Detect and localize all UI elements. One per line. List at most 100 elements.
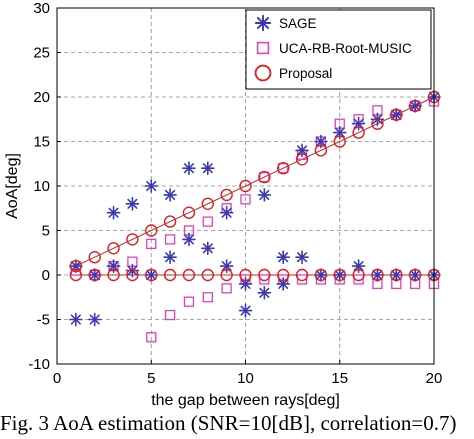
y-tick-label: 10 [33,178,50,195]
asterisk-point [182,161,196,175]
asterisk-point [144,179,159,193]
circle-point [258,268,271,282]
circle-point [88,251,101,264]
asterisk-stroke [202,163,213,174]
asterisk-stroke [315,136,326,147]
asterisk-point [295,250,309,265]
circle-point [145,224,158,237]
square-point [259,171,270,183]
x-tick-label: 0 [53,370,61,387]
circle-point [126,268,139,282]
asterisk-point [408,268,422,282]
legend-label-uca-rb-root-music: UCA-RB-Root-MUSIC [279,41,412,56]
asterisk-stroke [127,265,138,276]
legend: SAGE UCA-RB-Root-MUSIC Proposal [245,9,432,90]
asterisk-point [332,125,347,140]
asterisk-stroke [410,100,421,111]
asterisk-stroke [89,314,100,325]
asterisk-stroke [297,252,308,263]
legend-marker-symbol [256,41,270,55]
circle-point [295,153,309,166]
asterisk-stroke [146,269,157,281]
asterisk-point [219,205,234,220]
asterisk-point [314,134,328,149]
asterisk-stroke [259,287,270,298]
circle-point [390,108,403,122]
asterisk-stroke [89,269,100,281]
circle-point [145,268,158,282]
legend-label-sage: SAGE [279,16,317,31]
asterisk-point [144,268,159,282]
legend-box [245,9,432,90]
asterisk-stroke [221,261,232,272]
circle-point [314,144,328,157]
asterisk-point [408,99,422,113]
asterisk-point [389,268,404,282]
x-tick-label: 20 [426,370,443,387]
asterisk-stroke [278,278,289,289]
asterisk-stroke [391,269,402,281]
asterisk-point [389,108,404,122]
y-tick-label: 25 [33,45,50,62]
asterisk-stroke [221,207,232,218]
circle-point [277,161,290,175]
y-tick-label: -5 [37,312,50,329]
asterisk-point [238,277,253,291]
asterisk-stroke [334,269,345,281]
square-point [164,234,176,245]
circle-point [333,268,346,282]
asterisk-point [163,188,177,202]
circle-point [182,206,196,219]
circle-point [352,268,365,282]
x-tick-label: 10 [237,370,254,387]
circle-point [69,259,83,273]
x-axis-label: the gap between rays[deg] [151,392,340,409]
data-marks [69,90,441,343]
circle-point [352,126,365,139]
circle-point [88,268,101,282]
asterisk-point [295,143,309,158]
legend-marker-square [256,41,270,55]
legend-marker-asterisk [254,14,272,32]
asterisk-point [201,241,215,256]
asterisk-point [257,188,272,202]
asterisk-stroke [372,269,383,281]
asterisk-point [276,250,291,265]
square-point [221,283,232,294]
circle-point [390,268,403,282]
asterisk-point [106,205,121,220]
asterisk-stroke [278,252,289,263]
circle-point [408,268,422,282]
asterisk-point [351,116,366,131]
square-point [278,163,289,174]
asterisk-stroke [372,114,383,125]
asterisk-point [370,268,385,282]
circle-point [239,268,252,282]
square-point [259,274,270,285]
circle-point [371,117,384,130]
asterisk-point [276,277,291,291]
asterisk-stroke [353,261,364,272]
asterisk-stroke [410,269,421,281]
asterisk-point [87,268,102,282]
asterisk-stroke [165,189,176,200]
asterisk-stroke [315,269,326,281]
asterisk-point [219,259,234,273]
asterisk-point [87,312,102,327]
asterisk-stroke [202,243,213,254]
legend-marker-symbol [254,14,272,32]
square-point [202,292,213,303]
legend-label-proposal: Proposal [279,66,332,81]
asterisk-stroke [353,118,364,129]
circle-point [239,179,252,193]
circle-point [201,268,215,282]
circle-point [126,233,139,246]
legend-markers [254,14,272,82]
legend-marker-circle [254,64,272,82]
y-tick-label: 20 [33,89,50,106]
circle-point [163,268,177,282]
circle-point [408,99,422,113]
circle-point [333,135,346,148]
circle-point [258,170,271,184]
asterisk-point [69,312,83,327]
